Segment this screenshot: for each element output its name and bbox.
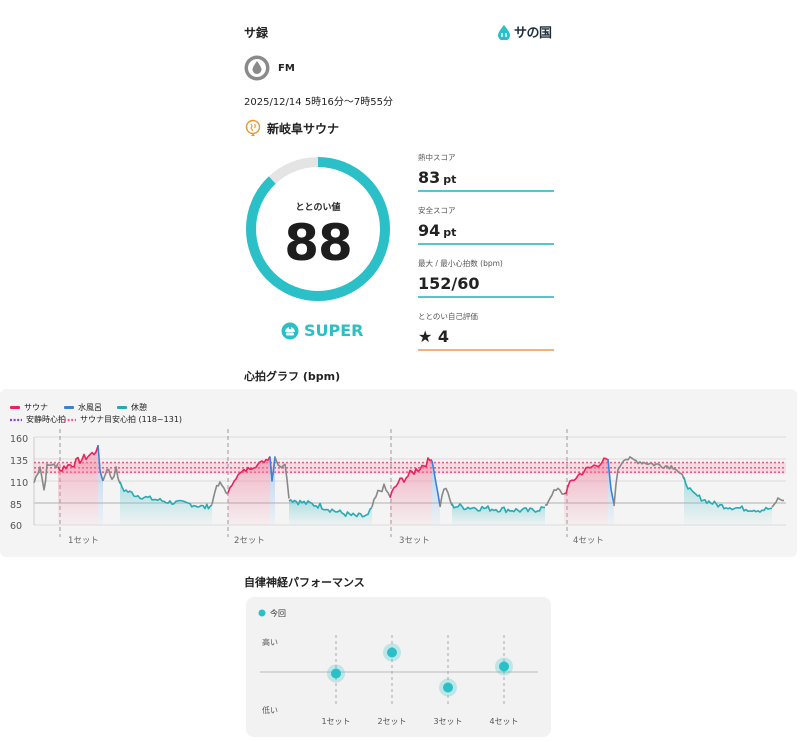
page-title: サ録 xyxy=(244,26,269,40)
hr-line-other xyxy=(771,497,784,508)
totonoi-label: ととのい値 xyxy=(295,203,341,213)
legend-sauna: サウナ xyxy=(10,402,48,413)
stat-label: ととのい自己評価 xyxy=(418,312,478,321)
legend-target-hr: サウナ目安心拍 (118~131) xyxy=(64,414,182,425)
y-tick-label: 60 xyxy=(10,521,22,532)
stat-underline xyxy=(418,243,554,245)
rank-badge: SUPER xyxy=(281,321,364,340)
set-label: 4セット xyxy=(573,536,604,546)
y-tick-label: 110 xyxy=(10,478,28,489)
ans-set-label: 3セット xyxy=(433,717,462,726)
facility-name: 新岐阜サウナ xyxy=(267,121,340,136)
legend-rest: 休憩 xyxy=(117,402,147,413)
hr-line-sauna xyxy=(227,456,271,494)
brand-logo: サの国 xyxy=(497,22,552,41)
helmet-icon xyxy=(281,322,299,339)
stat-value: 152/60 xyxy=(418,274,480,293)
ans-low-label: 低い xyxy=(262,705,278,715)
facility-icon xyxy=(245,119,261,136)
stat-label: 安全スコア xyxy=(418,206,456,215)
hr-chart-title: 心拍グラフ (bpm) xyxy=(244,370,341,383)
ans-legend: 今回 xyxy=(270,608,286,618)
brand-text: サの国 xyxy=(514,26,552,41)
hr-line-other xyxy=(439,487,453,508)
user-name: FM xyxy=(278,62,295,74)
hr-line-other xyxy=(613,456,685,507)
stat-value: ★ 4 xyxy=(418,327,450,346)
hr-line-other xyxy=(211,481,229,505)
legend-resting-hr: 安静時心拍 xyxy=(10,414,66,425)
ans-set-label: 2セット xyxy=(377,717,406,726)
y-tick-label: 160 xyxy=(10,434,28,445)
hr-line-rest xyxy=(683,477,773,513)
ans-high-label: 高い xyxy=(262,637,278,647)
hr-line-cold xyxy=(269,456,276,482)
y-tick-label: 85 xyxy=(10,500,22,511)
hr-chart: 160 135 110 85 60 1セット 2セット 3セット 4セット xyxy=(10,429,786,546)
stat-value: 83 pt xyxy=(418,168,457,187)
drop-icon xyxy=(498,24,510,40)
avatar xyxy=(244,55,270,81)
hr-line-sauna xyxy=(389,457,433,498)
hr-line-cold xyxy=(97,444,104,482)
dotted-line-icon xyxy=(10,418,22,421)
ans-chart: 今回 高い 低い 1セット 2セット 3セット 4セット xyxy=(258,608,538,726)
dotted-line-icon xyxy=(64,418,76,421)
stat-value: 94 pt xyxy=(418,221,457,240)
set-label: 2セット xyxy=(234,536,265,546)
hr-line-sauna xyxy=(57,445,99,472)
stat-underline xyxy=(418,190,554,192)
stat-self-rating: ととのい自己評価 ★ 4 xyxy=(418,311,554,351)
ans-set-label: 4セット xyxy=(489,717,518,726)
legend-dot xyxy=(258,609,266,617)
stat-label: 最大 / 最小心拍数 (bpm) xyxy=(418,259,503,268)
set-label: 3セット xyxy=(399,536,430,546)
ans-set-label: 1セット xyxy=(321,717,350,726)
legend-cold-bath: 水風呂 xyxy=(64,402,102,413)
stat-heart-rate: 最大 / 最小心拍数 (bpm) 152/60 xyxy=(418,258,554,298)
session-datetime: 2025/12/14 5時16分〜7時55分 xyxy=(244,97,393,108)
hr-line-other xyxy=(33,463,59,491)
stat-label: 熱中スコア xyxy=(418,153,456,162)
ans-title: 自律神経パフォーマンス xyxy=(244,576,365,589)
facility-link[interactable]: 新岐阜サウナ xyxy=(244,119,339,137)
set-label: 1セット xyxy=(68,536,99,546)
stat-safety-score: 安全スコア 94 pt xyxy=(418,205,554,245)
user-row[interactable]: FM xyxy=(244,55,295,81)
hr-line-rest xyxy=(119,481,213,510)
hr-line-other xyxy=(102,466,121,484)
hr-line-other xyxy=(544,487,565,506)
ans-point xyxy=(331,668,341,679)
hr-line-cold xyxy=(607,459,615,505)
hr-line-other xyxy=(371,483,391,508)
totonoi-value: 88 xyxy=(284,214,353,272)
hr-line-cold xyxy=(431,460,441,506)
hr-line-rest xyxy=(288,499,373,518)
hr-line-other xyxy=(274,456,290,499)
hr-line-rest xyxy=(451,503,546,514)
totonoi-ring xyxy=(246,157,390,301)
ans-point xyxy=(387,647,397,658)
ans-point xyxy=(499,661,509,672)
ans-point xyxy=(443,682,453,693)
totonoi-ring-progress xyxy=(246,157,390,301)
stat-underline xyxy=(418,296,554,298)
rank-text: SUPER xyxy=(304,321,364,340)
hr-line-sauna xyxy=(563,457,609,495)
y-tick-label: 135 xyxy=(10,456,28,467)
stat-underline xyxy=(418,349,554,351)
stat-heat-score: 熱中スコア 83 pt xyxy=(418,152,554,192)
